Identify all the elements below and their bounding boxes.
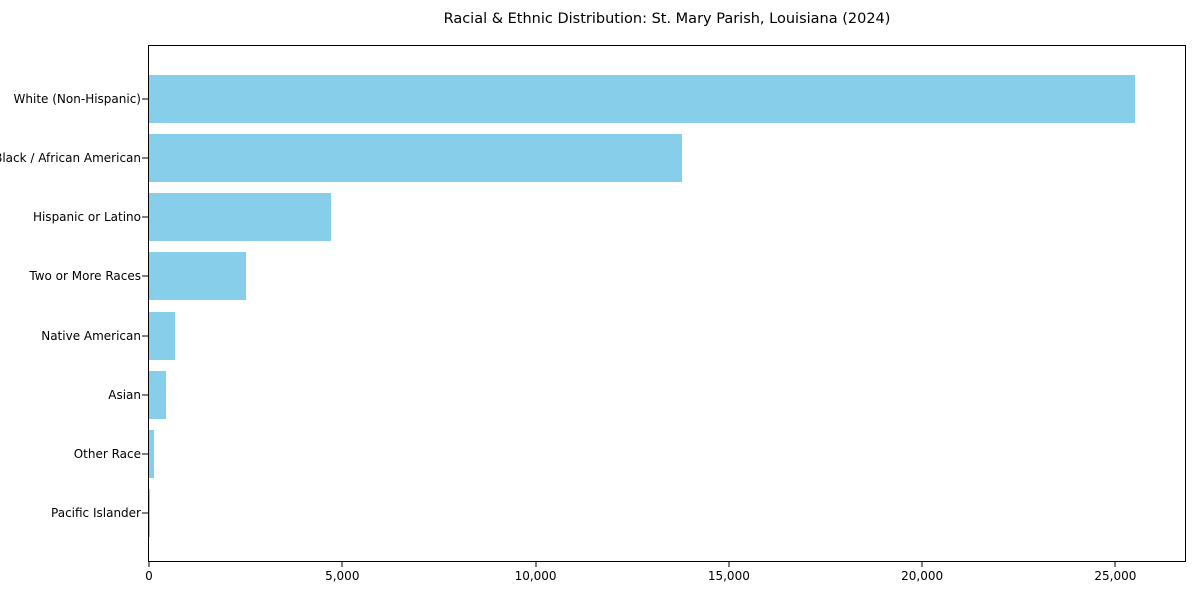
y-tick-mark: [142, 98, 148, 100]
chart-title: Racial & Ethnic Distribution: St. Mary P…: [443, 11, 891, 27]
bar-row: Two or More Races: [29, 247, 1185, 306]
y-tick-mark: [142, 512, 148, 514]
y-tick-mark: [142, 216, 148, 218]
bar-row: Black / African American: [0, 128, 1185, 187]
y-axis-label: Two or More Races: [29, 269, 141, 284]
y-axis-label: Hispanic or Latino: [32, 210, 141, 225]
plot-area: White (Non-Hispanic) Black / African Amer…: [0, 45, 1186, 583]
y-tick-mark: [142, 453, 148, 455]
x-tick-mark: [921, 562, 923, 567]
y-axis-label: Native American: [41, 328, 141, 343]
x-tick-mark: [341, 562, 343, 567]
y-axis-label: Pacific Islander: [51, 506, 141, 521]
bar: [149, 370, 167, 419]
bar: [149, 430, 154, 479]
x-tick-mark: [535, 562, 537, 567]
x-tick-label: 10,000: [514, 569, 557, 583]
y-axis-label: Asian: [108, 387, 141, 402]
bar-rows: White (Non-Hispanic) Black / African Amer…: [0, 46, 1185, 561]
bar: [149, 252, 246, 301]
y-axis-label: Black / African American: [0, 150, 141, 165]
x-tick-label: 15,000: [707, 569, 750, 583]
bar-row: White (Non-Hispanic): [14, 69, 1185, 128]
y-axis-label: White (Non-Hispanic): [13, 91, 141, 106]
x-tick-mark: [728, 562, 730, 567]
x-tick-label: 25,000: [1094, 569, 1137, 583]
bar: [149, 311, 176, 360]
x-tick-label: 5,000: [325, 569, 360, 583]
bar: [149, 133, 683, 182]
x-tick-mark: [148, 562, 150, 567]
bar-row: Pacific Islander: [51, 484, 1185, 543]
bar: [149, 74, 1135, 123]
x-tick-mark: [1114, 562, 1116, 567]
x-axis: 0 5,000 10,000 15,000 20,000 25,000: [145, 561, 1185, 591]
y-tick-mark: [142, 394, 148, 396]
bar-row: Other Race: [74, 425, 1185, 484]
bar-row: Native American: [41, 306, 1185, 365]
bar-row: Asian: [108, 365, 1185, 424]
bar-row: Hispanic or Latino: [33, 188, 1185, 247]
bar: [149, 489, 150, 538]
y-tick-mark: [142, 335, 148, 337]
x-tick-label: 0: [145, 569, 153, 583]
bar: [149, 193, 331, 242]
y-tick-mark: [142, 275, 148, 277]
x-tick-label: 20,000: [901, 569, 944, 583]
y-axis-label: Other Race: [73, 447, 141, 462]
y-tick-mark: [142, 157, 148, 159]
